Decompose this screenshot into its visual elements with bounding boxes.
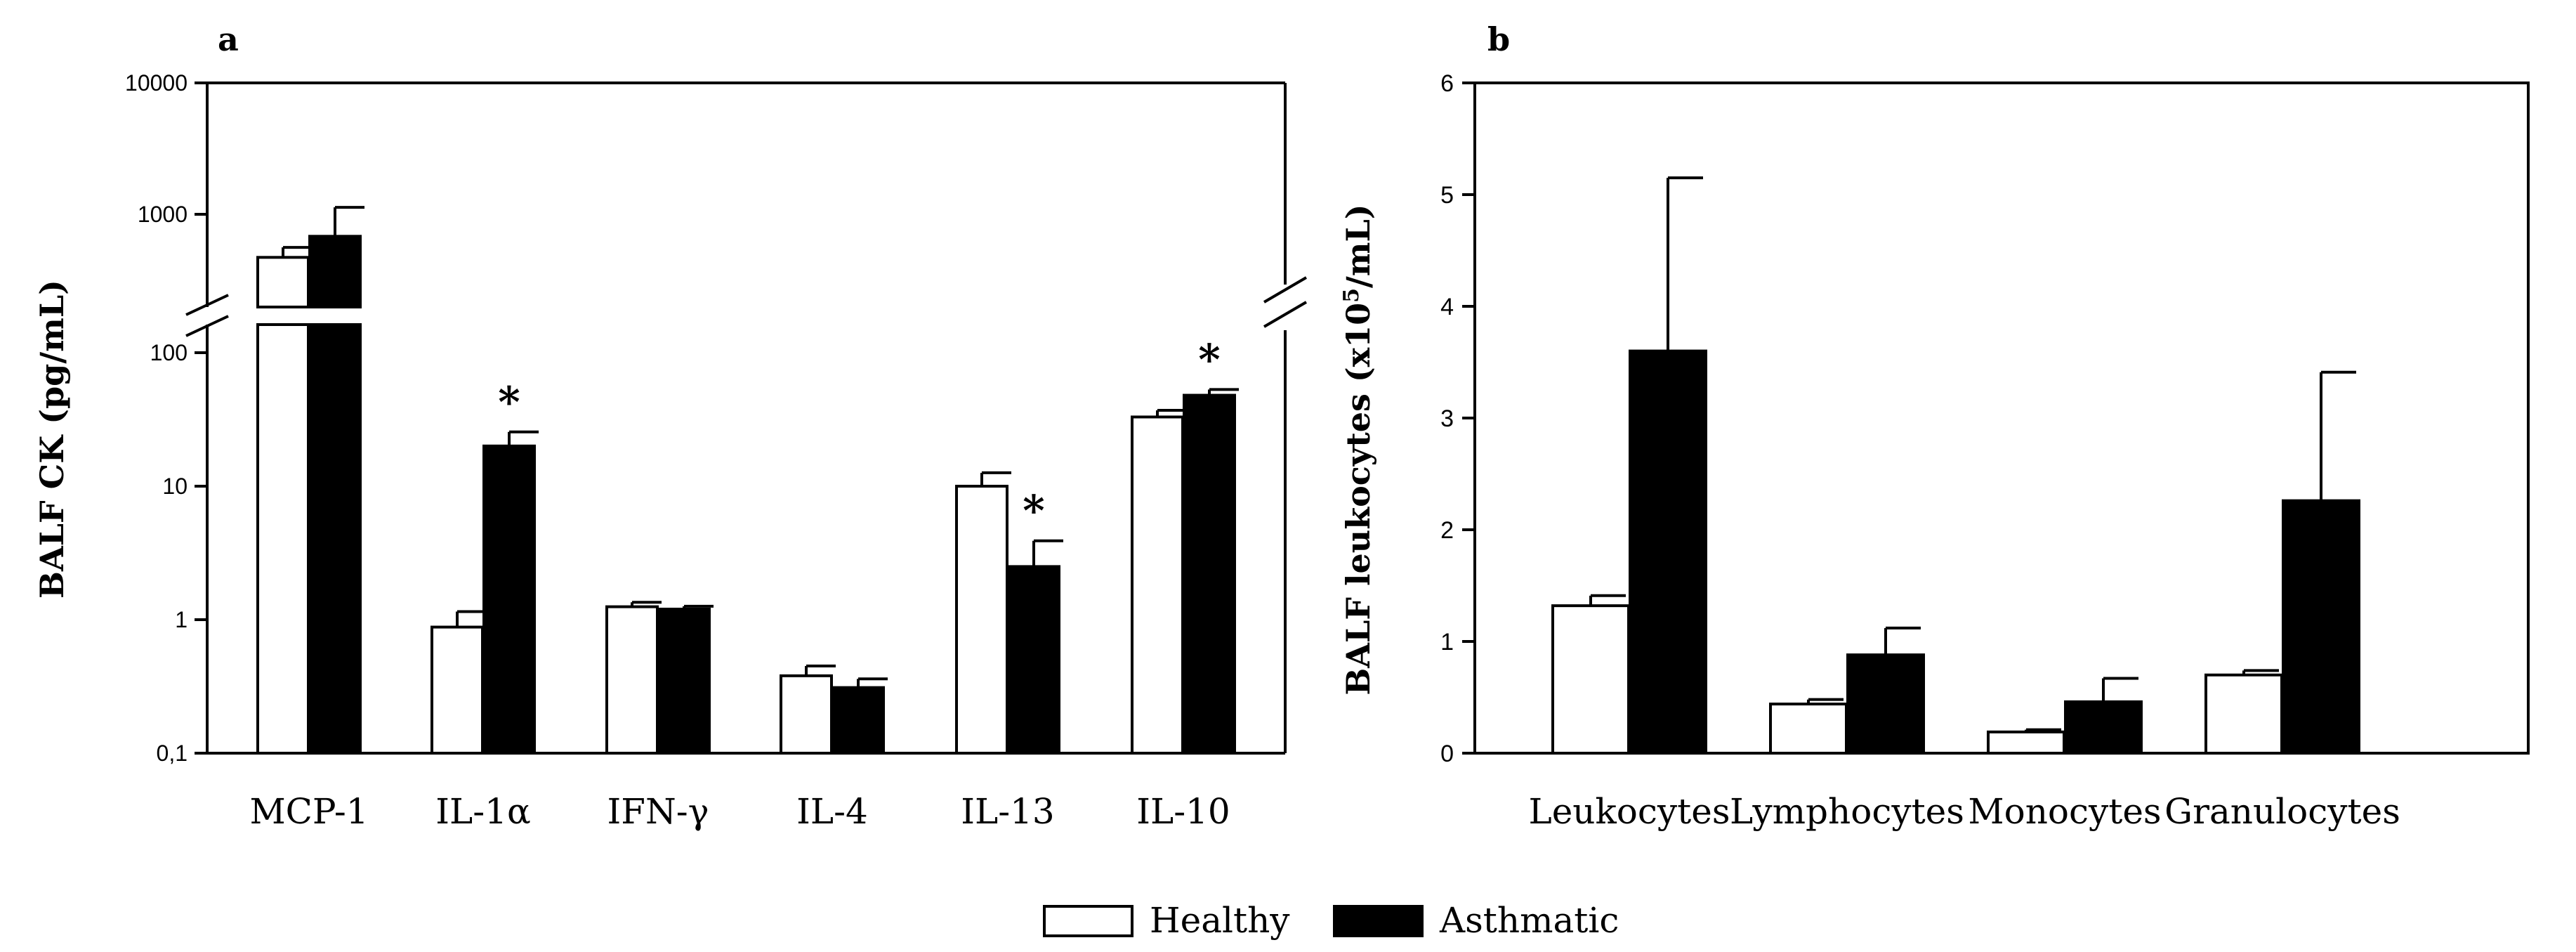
panel-a-bar-upper [256,256,310,308]
panel-b-y-ticks: 0 1 2 3 4 5 6 [1440,70,1475,767]
panel-a-break-mark [185,315,229,337]
panel-a-bar [605,605,659,755]
panel-a-bar [1007,565,1060,755]
panel-a-bar [1131,415,1184,755]
panel-b-x-tick-label: Granulocytes [2164,791,2400,832]
panel-a-significance-star: * [1198,335,1220,384]
panel-b-bar [1551,604,1630,755]
panel-a-x-tick-label: MCP-1 [249,791,368,832]
panel-a-x-tick-label: IFN-γ [607,791,709,832]
panel-a-bar [1183,393,1236,755]
panel-b-bar [2204,673,2283,755]
panel-b-y-tick-label: 1 [1440,629,1454,656]
panel-b-x-tick-label: Leukocytes [1529,791,1730,832]
panel-b-y-label-end: /mL) [1339,204,1377,288]
legend-swatch-asthmatic [1333,905,1424,937]
panel-b-y-tick-label: 4 [1440,294,1454,320]
panel-b-y-tick-label: 2 [1440,517,1454,544]
panel-a-bar [482,444,536,755]
panel-b-bar [1987,730,2065,755]
legend-swatch-healthy [1043,905,1133,937]
panel-b-y-axis-label: BALF leukocytes (x105/mL) [1339,204,1377,695]
panel-a-bar [780,674,833,755]
panel-b-letter: b [1487,20,1510,58]
panel-a-y-tick-label: 0,1 [157,741,188,766]
panel-a-bar-upper [308,235,362,308]
panel-a-y-tick-label: 100 [150,340,188,365]
panel-b-bar [1629,349,1707,755]
panel-b-y-tick-label: 3 [1440,405,1454,432]
panel-a-y-tick-label: 10000 [125,70,188,96]
panel-a-bar-lower [256,323,310,755]
panel-b-y-tick-label: 5 [1440,182,1454,209]
panel-a-break-mark [1263,276,1308,304]
panel-b-y-label-sup: 5 [1339,288,1364,303]
panel-a-break-mark [1263,301,1308,328]
panel-a-significance-star: * [498,378,520,427]
panel-b-axes [1473,81,2530,755]
panel-b-x-tick-label: Monocytes [1968,791,2161,832]
panel-a-x-tick-label: IL-13 [961,791,1054,832]
panel-a-y-tick-label: 1000 [138,202,188,227]
panel-a-bar [832,686,885,755]
panel-b-x-tick-label: Lymphocytes [1730,791,1964,832]
panel-b-y-label-main: BALF leukocytes (x10 [1339,303,1377,696]
panel-a-x-tick-label: IL-10 [1136,791,1230,832]
panel-a-bar [657,607,711,755]
panel-b-bar [1769,703,1848,755]
panel-b-x-tick-labels: Leukocytes Lymphocytes Monocytes Granulocyt… [1529,791,2400,832]
panel-b-bar [2064,700,2143,755]
panel-a-axes [185,81,1308,755]
panel-a-significance-star: * [1023,487,1044,536]
panel-b-frame [1473,81,2530,755]
panel-a-y-axis-label: BALF CK (pg/mL) [33,280,71,599]
panel-a-y-tick-label: 1 [175,607,188,632]
panel-a-x-tick-label: IL-4 [796,791,868,832]
panel-a-bars: * * * [256,206,1239,755]
panel-a-break-mark [185,294,229,316]
panel-b-y-tick-label: 6 [1440,70,1454,97]
panel-a-bar [431,625,484,755]
panel-a-bar [955,485,1008,755]
legend: Healthy Asthmatic [1043,900,1619,941]
panel-a-x-tick-label: IL-1α [435,791,530,832]
panel-b-bar [1846,653,1925,755]
panel-a-y-tick-label: 10 [162,474,188,499]
panel-b-bar [2282,499,2360,755]
panel-b-bars [1551,176,2360,755]
legend-label-healthy: Healthy [1150,900,1290,941]
panel-a-letter: a [218,20,239,58]
panel-b-y-tick-label: 0 [1440,741,1454,767]
panel-a-y-ticks: 10000 1000 100 10 1 0,1 [125,70,207,766]
legend-label-asthmatic: Asthmatic [1439,900,1619,941]
panel-a-x-tick-labels: MCP-1 IL-1α IFN-γ IL-4 IL-13 IL-10 [249,791,1230,832]
panel-a-bar-lower [308,323,362,755]
